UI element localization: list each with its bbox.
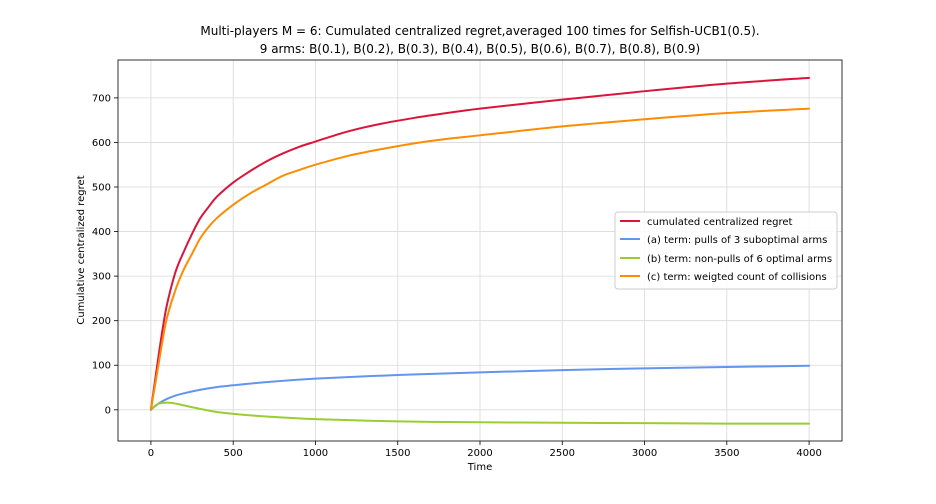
y-tick-label: 100 [92,361,111,372]
grid [118,60,842,441]
series-line-term-a [149,364,811,411]
y-tick-label: 400 [92,227,111,238]
x-tick-label: 500 [224,448,243,459]
y-tick-label: 0 [105,405,111,416]
y-tick-label: 500 [92,183,111,194]
x-tick-label: 3000 [632,448,657,459]
x-tick-label: 2500 [550,448,575,459]
legend-box [614,211,838,290]
chart-title: Multi-players M = 6: Cumulated centraliz… [200,24,759,38]
axes: 0 500 1000 1500 2000 2500 3000 3500 4000 0 100 200 3… [92,93,822,459]
x-tick-label: 1000 [303,448,328,459]
legend-label-term-a: (a) term: pulls of 3 suboptimal arms [647,235,827,246]
y-tick-label: 200 [92,316,111,327]
x-tick-label: 1500 [385,448,410,459]
series-line-term-c [149,107,811,411]
y-axis-label: Cumulative centralized regret [76,175,87,324]
x-tick-label: 0 [148,448,154,459]
legend-label-total: cumulated centralized regret [647,217,792,228]
plot-frame [117,59,843,442]
y-tick-label: 600 [92,138,111,149]
legend-label-term-c: (c) term: weigted count of collisions [647,272,827,283]
series-line-term-b [149,401,811,425]
legend: cumulated centralized regret (a) term: p… [614,211,838,290]
chart-subtitle: 9 arms: B(0.1), B(0.2), B(0.3), B(0.4), … [260,42,700,56]
y-tick-label: 300 [92,272,111,283]
series-line-total-regret [149,76,811,411]
legend-label-term-b: (b) term: non-pulls of 6 optimal arms [647,254,832,265]
x-axis-label: Time [467,462,492,473]
x-tick-label: 4000 [796,448,821,459]
x-tick-label: 2000 [467,448,492,459]
series-lines [149,76,811,425]
y-tick-label: 700 [92,93,111,104]
x-tick-label: 3500 [714,448,739,459]
